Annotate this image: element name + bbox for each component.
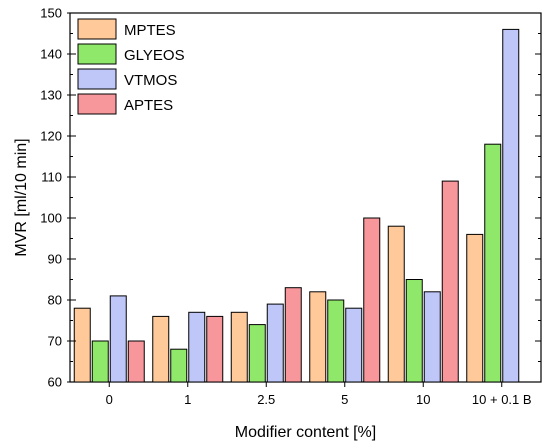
y-tick-label: 140 <box>40 47 62 62</box>
bar <box>206 315 224 383</box>
bar <box>170 348 188 383</box>
bar <box>248 324 266 383</box>
legend-swatch <box>77 18 117 40</box>
plot-area <box>69 12 542 383</box>
y-axis: 60 70 80 90 100 110 120 130 140 150 <box>40 6 541 390</box>
bar <box>73 307 91 383</box>
legend-label: MPTES <box>124 22 176 39</box>
bar <box>91 340 109 383</box>
bars-layer <box>73 28 520 383</box>
bar <box>387 225 405 383</box>
y-tick-label: 130 <box>40 88 62 103</box>
bar <box>284 287 302 383</box>
x-tick-label: 10 <box>416 392 430 407</box>
y-tick-label: 100 <box>40 211 62 226</box>
y-tick-label: 150 <box>40 6 62 21</box>
bar <box>127 340 145 383</box>
y-axis-title: MVR [ml/10 min] <box>13 138 30 256</box>
x-tick-label: 1 <box>184 392 191 407</box>
bar <box>266 303 284 383</box>
legend-swatch <box>77 93 117 115</box>
bar <box>230 311 248 383</box>
bar <box>484 143 502 383</box>
legend-label: APTES <box>124 97 173 114</box>
x-tick-label: 5 <box>341 392 348 407</box>
x-axis-title: Modifier content [%] <box>235 424 376 441</box>
y-tick-label: 90 <box>48 252 62 267</box>
y-tick-label: 60 <box>48 375 62 390</box>
legend: MPTES GLYEOS VTMOS APTES <box>77 18 185 115</box>
bar <box>405 279 423 383</box>
y-tick-label: 120 <box>40 129 62 144</box>
legend-label: GLYEOS <box>124 47 185 64</box>
bar <box>466 233 484 383</box>
x-tick-label: 0 <box>106 392 113 407</box>
bar <box>502 28 520 383</box>
legend-label: VTMOS <box>124 72 177 89</box>
legend-swatch <box>77 43 117 65</box>
y-tick-label: 110 <box>41 170 62 185</box>
bar <box>309 291 327 383</box>
bar <box>363 217 381 383</box>
x-tick-label: 10 + 0.1 B <box>472 392 532 407</box>
bar <box>423 291 441 383</box>
legend-swatch <box>77 68 117 90</box>
x-tick-label: 2.5 <box>257 392 275 407</box>
bar <box>345 307 363 383</box>
bar <box>441 180 459 383</box>
bar <box>152 315 170 383</box>
y-tick-label: 80 <box>48 293 62 308</box>
bar <box>109 295 127 383</box>
y-tick-label: 70 <box>48 334 62 349</box>
x-axis: 0 1 2.5 5 10 10 + 0.1 B <box>106 382 532 407</box>
bar <box>188 311 206 383</box>
bar <box>327 299 345 383</box>
